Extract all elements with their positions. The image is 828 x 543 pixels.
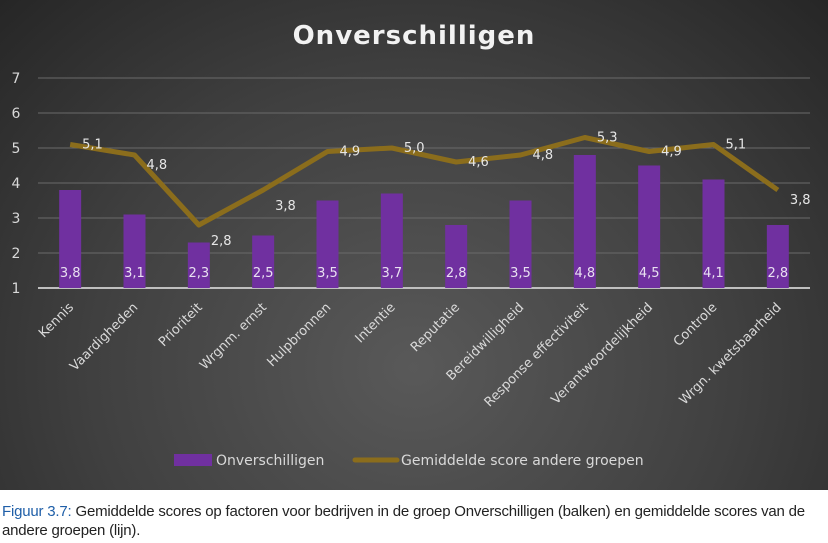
y-tick-label: 6 [12,106,21,122]
legend-swatch-bars [174,454,212,466]
bar [766,225,789,288]
bar [509,200,532,288]
bar-data-label: 3,7 [381,266,402,281]
x-tick-label: Wrgnm. ernst [197,300,270,373]
y-tick-label: 2 [12,246,21,262]
x-tick-label: Hulpbronnen [264,300,334,370]
bar-data-label: 3,5 [510,266,531,281]
x-tick-label: Intentie [353,300,399,346]
x-tick-label: Kennis [36,300,77,341]
legend-label-bars: Onverschilligen [216,453,324,469]
bar [123,214,146,288]
y-tick-label: 5 [12,141,21,157]
bar [252,235,275,288]
line-data-label: 5,1 [726,138,747,153]
x-tick-label: Controle [671,300,720,349]
bar [59,190,82,288]
y-tick-label: 1 [12,281,21,297]
x-tick-label: Reputatie [408,300,463,355]
bar [445,225,468,288]
bar [316,200,339,288]
line-data-label: 4,8 [533,148,554,163]
bar-data-label: 4,1 [703,266,724,281]
line-data-label: 4,8 [147,158,168,173]
chart-svg: Onverschilligen 1 2 3 4 5 6 7 3,8 3,1 2,3 2,5 3,5 3,7… [12,21,811,469]
line-data-label: 5,0 [404,141,425,156]
bar-data-label: 4,8 [574,266,595,281]
series-line [69,135,780,228]
bar [573,155,596,288]
y-tick-label: 3 [12,211,21,227]
line-data-label: 3,8 [275,199,296,214]
chart-title: Onverschilligen [293,21,536,51]
figure-caption: Figuur 3.7: Gemiddelde scores op factore… [2,502,828,540]
legend-label-line: Gemiddelde score andere groepen [401,453,644,469]
bar [702,179,725,288]
bar-data-label: 3,5 [317,266,338,281]
bar-data-label: 2,8 [446,266,467,281]
line-data-label: 4,9 [340,145,361,160]
y-tick-label: 4 [12,176,21,192]
bar-data-label: 3,1 [124,266,145,281]
line-data-label: 3,8 [790,193,811,208]
bar [380,193,403,288]
bar [187,242,210,288]
bar-data-label: 2,5 [253,266,274,281]
bar-data-label: 2,3 [188,266,209,281]
line-data-label: 4,9 [661,145,682,160]
line-data-label: 2,8 [211,234,232,249]
bar-data-label: 3,8 [60,266,81,281]
x-tick-label: Prioriteit [156,300,206,350]
figure-number: Figuur 3.7: [2,503,72,520]
bar-data-label: 2,8 [767,266,788,281]
line-data-label: 5,3 [597,131,618,146]
chart: Onverschilligen 1 2 3 4 5 6 7 3,8 3,1 2,3 2,5 3,5 3,7… [0,0,828,490]
y-tick-label: 7 [12,71,21,87]
line-data-label: 4,6 [468,155,489,170]
bar-data-label: 4,5 [639,266,660,281]
line-data-label: 5,1 [82,138,103,153]
caption-text: Gemiddelde scores op factoren voor bedri… [2,503,805,539]
x-tick-label: Vaardigheden [67,300,141,374]
x-tick-label: Response effectiviteit [482,300,592,410]
bar [638,165,661,288]
